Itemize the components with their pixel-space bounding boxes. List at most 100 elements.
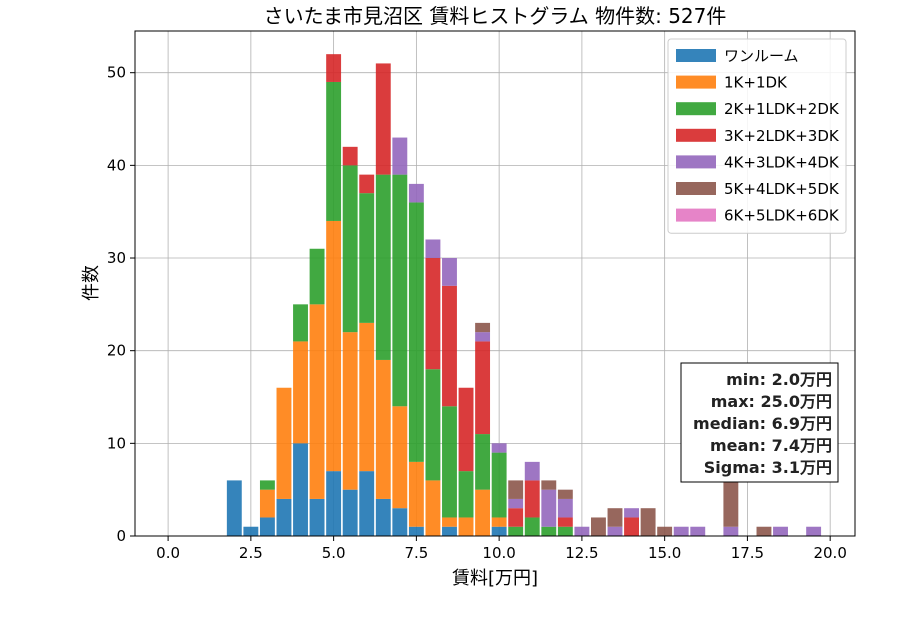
bars-layer [226,54,822,536]
y-tick-label: 0 [116,527,126,545]
legend-label: 6K+5LDK+6DK [724,207,840,225]
bar-segment [408,461,424,527]
bar-segment [624,517,639,536]
plot-frame [134,30,856,537]
stats-line: mean: 7.4万円 [710,436,832,455]
bar-segment [624,508,639,518]
bar-segment [342,165,358,333]
chart-title: さいたま市見沼区 賃料ヒストグラム 物件数: 527件 [264,4,727,28]
bar-segment [293,443,308,536]
bar-segment [309,304,325,499]
bar-segment [557,517,573,527]
legend: ワンルーム 1K+1DK 2K+1LDK+2DK 3K+2LDK+3DK 4K+3LDK… [667,38,847,234]
bar-segment [243,526,259,536]
bar-segment [326,220,342,472]
legend-label: 1K+1DK [724,74,788,92]
bar-segment [375,359,391,499]
x-tick-label: 7.5 [404,544,428,562]
bar-segment [425,239,441,259]
x-ticks: 0.0 2.5 5.0 7.5 10.0 12.5 15.0 17.5 20.0 [156,536,847,562]
bar-segment [541,526,557,536]
bar-segment [541,480,557,490]
bar-segment [375,498,391,536]
bar-segment [673,526,689,536]
y-tick-label: 50 [107,64,126,82]
bar-segment [475,332,491,342]
bar-segment [375,174,391,360]
bar-segment [392,508,408,536]
bar-segment [425,480,441,536]
legend-label: 5K+4LDK+5DK [724,180,840,198]
bar-segment [326,471,342,536]
bar-segment [723,526,739,536]
bar-segment [475,434,491,490]
legend-label: 4K+3LDK+4DK [724,153,840,171]
legend-swatch [676,75,716,89]
legend-swatch [676,102,716,116]
legend-swatch [676,128,716,142]
stats-line: median: 6.9万円 [693,414,832,433]
legend-swatch [676,182,716,195]
bar-segment [359,193,375,323]
bar-segment [392,406,408,509]
bar-segment [226,480,242,536]
bar-segment [309,498,325,536]
bar-segment [276,387,292,499]
bar-segment [508,526,524,536]
legend-swatch [676,49,716,62]
legend-label: ワンルーム [724,47,799,65]
bar-segment [773,526,788,536]
bar-segment [524,461,540,481]
x-tick-label: 12.5 [565,544,598,562]
bar-segment [541,489,557,527]
y-tick-label: 20 [107,342,126,360]
bar-segment [607,508,623,527]
legend-label: 2K+1LDK+2DK [724,100,840,118]
stats-frame [680,362,839,483]
y-tick-label: 10 [107,434,126,452]
legend-swatch [676,208,716,222]
x-tick-label: 17.5 [731,544,764,562]
bar-segment [259,489,275,518]
bar-segment [458,387,474,472]
bar-segment [408,183,424,203]
bar-segment [293,304,308,342]
bar-segment [392,137,408,175]
bar-segment [293,341,308,444]
y-axis-label: 件数 [81,265,102,301]
bar-segment [508,498,524,509]
x-axis-label: 賃料[万円] [452,568,538,589]
bar-segment [442,406,457,518]
bar-segment [524,480,540,518]
stats-box: min: 2.0万円 max: 25.0万円 median: 6.9万円 mean: … [680,362,839,483]
bar-segment [806,526,822,536]
x-tick-label: 0.0 [156,544,180,562]
bar-segment [690,526,706,536]
bar-segment [442,285,457,407]
bar-segment [491,452,507,518]
bar-segment [657,526,673,536]
legend-swatch [676,155,716,169]
bar-segment [458,471,474,518]
bar-segment [309,248,325,305]
bar-segment [491,517,507,527]
bar-segment [342,332,358,490]
bar-segment [375,63,391,175]
bar-segment [574,526,590,536]
y-tick-label: 40 [107,156,126,174]
bar-segment [326,54,342,82]
bar-segment [508,508,524,527]
bar-segment [442,517,457,527]
bar-segment [259,517,275,536]
bar-segment [607,526,623,536]
bar-segment [326,81,342,221]
bar-segment [475,322,491,333]
bar-segment [259,480,275,490]
bar-segment [557,489,573,499]
bar-segment [342,489,358,536]
bar-segment [756,526,772,536]
bar-segment [425,369,441,481]
y-ticks: 0 10 20 30 40 50 [107,64,135,545]
bar-segment [276,498,292,536]
bar-segment [723,480,739,527]
